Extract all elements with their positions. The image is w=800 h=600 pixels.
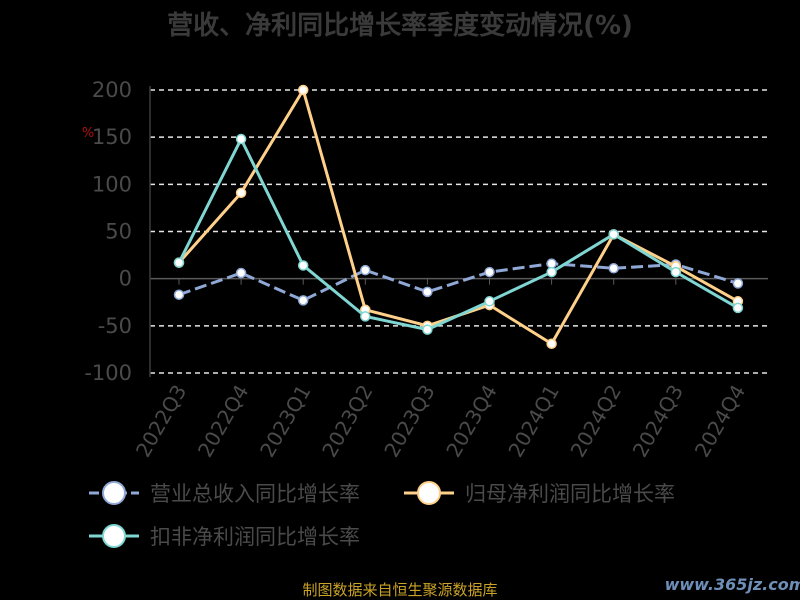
x-tick-label: 2024Q3 [628, 381, 688, 462]
data-point[interactable] [173, 257, 185, 268]
x-tick-label: 2022Q4 [193, 381, 253, 462]
x-tick-label: 2024Q1 [503, 381, 563, 462]
y-tick-label: 50 [105, 220, 132, 244]
data-point[interactable] [484, 266, 495, 278]
data-point[interactable] [732, 302, 744, 314]
data-point[interactable] [608, 229, 619, 240]
series-line [178, 262, 739, 302]
data-point[interactable] [546, 338, 557, 350]
y-tick-label: 100 [92, 172, 132, 196]
legend-label: 归母净利润同比增长率 [465, 482, 675, 506]
series-line [177, 88, 739, 346]
x-tick-label: 2024Q4 [690, 381, 750, 462]
data-point[interactable] [670, 266, 682, 278]
series-lines [173, 84, 744, 350]
legend-marker [102, 481, 126, 505]
x-tick-label: 2023Q4 [441, 381, 501, 462]
legend-item[interactable]: 营业总收入同比增长率 [89, 481, 360, 506]
x-tick-label: 2023Q2 [317, 381, 377, 462]
x-tick-label: 2023Q1 [255, 381, 315, 462]
data-point[interactable] [484, 296, 495, 307]
data-point[interactable] [608, 263, 619, 274]
footer-source: 制图数据来自恒生聚源数据库 [302, 581, 497, 599]
data-point[interactable] [546, 266, 557, 278]
data-point[interactable] [732, 278, 744, 289]
data-point[interactable] [422, 324, 433, 335]
legend-marker [417, 481, 441, 505]
data-point[interactable] [235, 267, 247, 279]
data-point[interactable] [360, 311, 371, 322]
y-tick-label: 200 [92, 78, 132, 102]
data-point[interactable] [297, 84, 309, 96]
data-point[interactable] [297, 295, 309, 306]
data-point[interactable] [422, 286, 433, 298]
y-tick-label: 0 [119, 267, 132, 291]
series-3 [173, 133, 744, 335]
legend-label: 扣非净利润同比增长率 [150, 525, 360, 549]
y-tick-label: -100 [84, 361, 132, 385]
y-tick-label: -50 [98, 314, 132, 338]
legend-item[interactable]: 扣非净利润同比增长率 [89, 524, 360, 549]
x-tick-label: 2022Q3 [131, 381, 191, 462]
grid [150, 89, 768, 374]
series-line [177, 137, 739, 332]
series-1 [173, 258, 744, 306]
data-point[interactable] [546, 258, 557, 269]
series-2 [173, 84, 744, 350]
watermark: www.365jz.com [665, 575, 800, 594]
legend-marker [102, 524, 126, 548]
data-point[interactable] [297, 260, 309, 271]
data-point[interactable] [235, 187, 247, 199]
data-point[interactable] [360, 264, 371, 276]
legend-item[interactable]: 归母净利润同比增长率 [404, 481, 675, 506]
data-point[interactable] [235, 133, 247, 145]
legend-label: 营业总收入同比增长率 [150, 482, 360, 506]
y-tick-label: 150 [92, 125, 132, 149]
y-axis-unit: % [82, 126, 94, 141]
chart-title: 营收、净利同比增长率季度变动情况(%) [167, 10, 633, 41]
x-tick-label: 2023Q3 [379, 381, 439, 462]
data-point[interactable] [173, 289, 185, 300]
x-tick-label: 2024Q2 [566, 381, 626, 462]
